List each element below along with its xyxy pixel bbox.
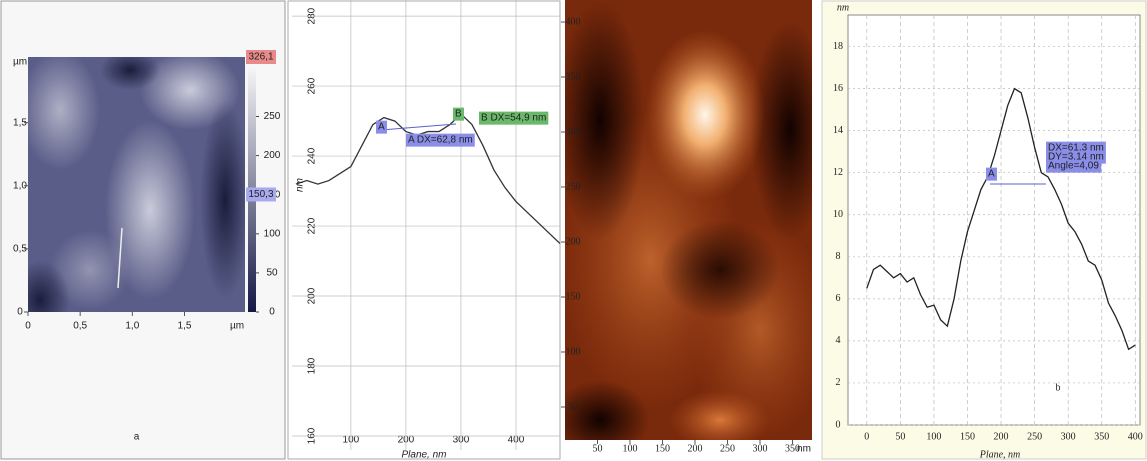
x-tick-label: 400	[1128, 431, 1143, 442]
annotation-box	[986, 167, 997, 181]
panel: 00,51,01,500,51,01,5µmµma050100150200250…	[13, 50, 281, 443]
caption: a	[134, 432, 140, 443]
panel: 0 50 100 150 200 250 300 350 400 0 2 4 6 8 10 12 14 16 18 P…	[833, 2, 1143, 460]
x-tick-label: 200	[994, 431, 1009, 442]
y-tick-label: 1,5	[13, 117, 27, 128]
y-tick-label: 10	[833, 209, 843, 220]
x-tick-label: 150	[960, 431, 975, 442]
colorbar-max-label: 326,1	[248, 52, 273, 63]
annotation-box	[453, 107, 464, 121]
x-tick-label: 0	[864, 431, 869, 442]
y-axis-label: nm	[837, 2, 849, 13]
colorbar-cursor-label: 150,3	[248, 189, 273, 200]
colorbar-tick-label: 250	[264, 111, 281, 122]
y-tick-label: 0	[17, 307, 23, 318]
panel: 50 100 150 200 250 300 350 50 100 150 200 250 300 350…	[561, 16, 811, 455]
y-tick-label: 400	[566, 16, 581, 27]
y-tick-label: 4	[836, 335, 841, 346]
y-tick-label: 2	[836, 377, 841, 388]
y-tick-label: 350	[566, 71, 581, 82]
y-tick-label: 300	[566, 126, 581, 137]
panel: 100 200 300 400160180200220240260280Plane, …	[292, 0, 561, 461]
annotation: A	[988, 169, 995, 180]
colorbar-tick-label: 50	[266, 268, 278, 279]
y-tick-label: 16	[833, 83, 843, 94]
x-tick-label: 0,5	[73, 321, 87, 332]
annotation: B DX=54,9 nm	[481, 113, 546, 124]
y-tick-label: 8	[836, 251, 841, 262]
annotation: A	[378, 122, 385, 133]
x-tick-label: 50	[593, 443, 603, 454]
x-unit: nm	[797, 444, 811, 455]
colorbar-tick-label: 200	[264, 150, 281, 161]
annotation-box	[479, 111, 549, 125]
x-tick-label: 200	[688, 443, 703, 454]
x-tick-label: 300	[753, 443, 768, 454]
annotation-box	[376, 120, 387, 134]
panel-profile-frame	[287, 0, 561, 460]
annotation: DX=61,3 nm	[1048, 143, 1104, 154]
x-tick-label: 0	[25, 321, 31, 332]
x-tick-label: 150	[655, 443, 670, 454]
annotation: B	[455, 109, 462, 120]
panel-b-plot	[847, 14, 1141, 426]
colorbar-tick-label: 100	[264, 228, 281, 239]
x-axis-label: Plane, nm	[401, 450, 446, 461]
y-axis-label: nm	[295, 178, 306, 192]
y-tick-label: 50	[568, 401, 578, 412]
annotation-box	[406, 133, 475, 147]
afm-image-b	[565, 0, 812, 440]
y-tick-label: 14	[833, 125, 843, 136]
y-unit: µm	[13, 57, 27, 68]
profile-line	[295, 113, 561, 245]
x-tick-label: 50	[895, 431, 905, 442]
y-tick-label: 0,5	[13, 244, 27, 255]
colorbar-tick-label: 0	[269, 307, 275, 318]
colorbar-max-box	[246, 50, 276, 64]
colorbar-cursor-box	[246, 187, 276, 202]
annotation-link	[380, 123, 457, 131]
x-tick-label: 100	[926, 431, 941, 442]
y-tick-label: 12	[833, 167, 843, 178]
x-tick-label: 100	[623, 443, 638, 454]
y-tick-label: 250	[566, 181, 581, 192]
x-tick-label: 300	[1061, 431, 1076, 442]
y-tick-label: 100	[566, 346, 581, 357]
x-tick-label: 250	[1027, 431, 1042, 442]
colorbar	[248, 57, 256, 312]
y-tick-label: 200	[566, 236, 581, 247]
caption: b	[1056, 382, 1061, 393]
y-tick-label: 18	[833, 41, 843, 52]
annotation: A DX=62,8 nm	[408, 135, 473, 146]
y-tick-label: 1,0	[13, 180, 27, 191]
annotation: DY=3,14 nm	[1048, 152, 1104, 163]
x-tick-label: 1,0	[125, 321, 139, 332]
y-tick-label: 6	[836, 293, 841, 304]
afm-image-a	[28, 57, 245, 312]
annotation: Angle=4,09	[1048, 161, 1099, 172]
x-tick-label: 350	[785, 443, 800, 454]
x-axis-label: Plane, nm	[979, 449, 1021, 460]
profile-line	[866, 87, 1136, 351]
x-tick-label: 350	[1094, 431, 1109, 442]
x-tick-label: 250	[720, 443, 735, 454]
annotation-box	[1046, 159, 1102, 173]
x-unit: µm	[230, 321, 244, 332]
x-tick-label: 1,5	[178, 321, 192, 332]
y-tick-label: 0	[836, 419, 841, 430]
y-tick-label: 150	[566, 291, 581, 302]
